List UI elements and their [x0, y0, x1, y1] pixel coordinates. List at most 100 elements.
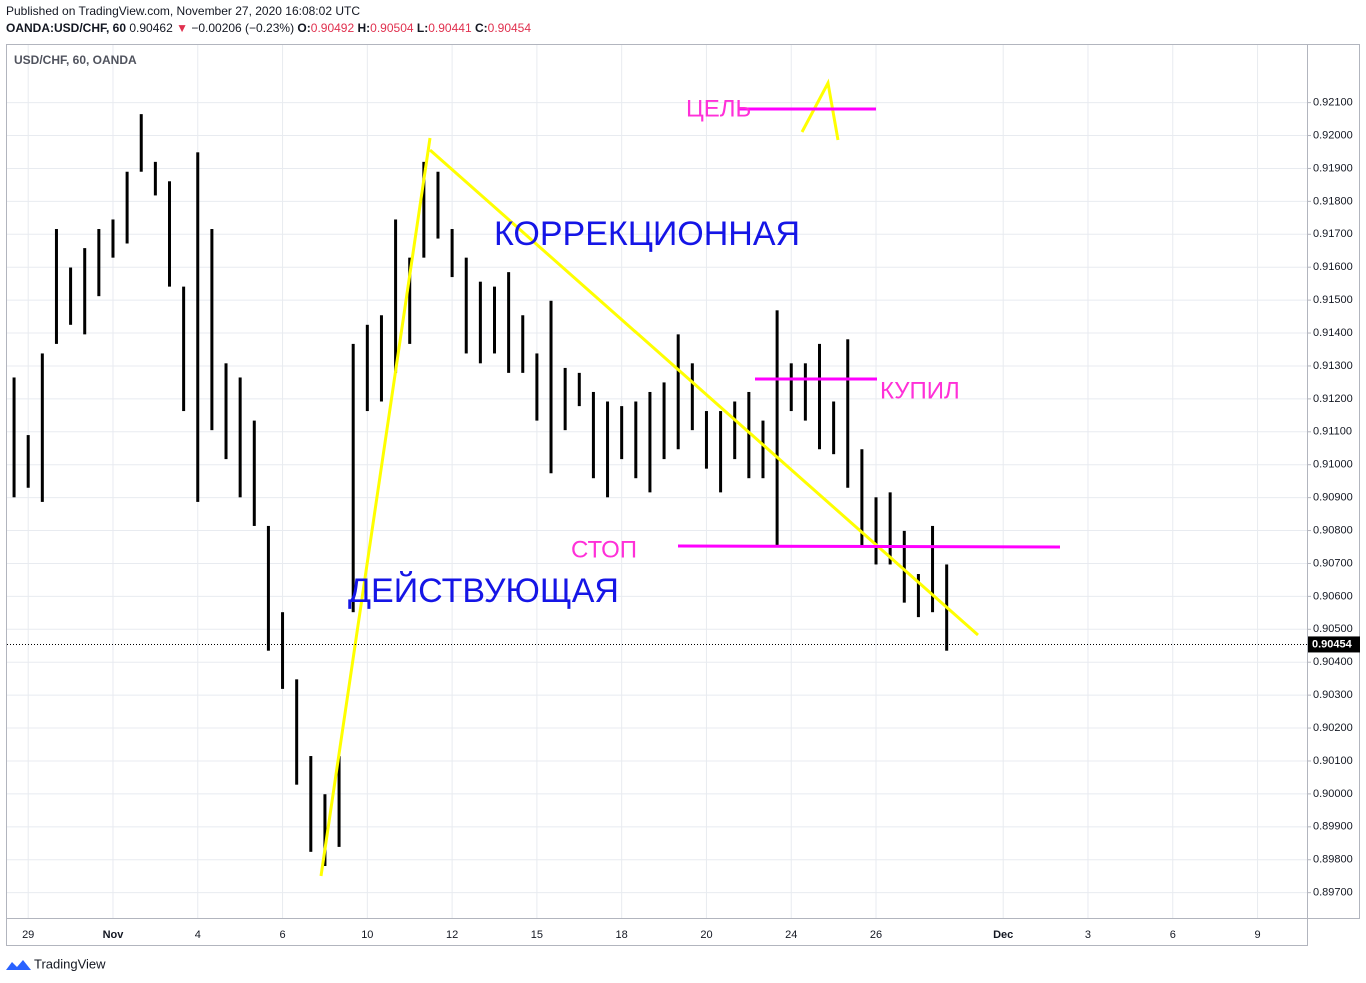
price-bar	[846, 339, 850, 488]
y-tick-label: 0.91700	[1313, 228, 1353, 240]
y-tick-label: 0.91400	[1313, 327, 1353, 339]
y-tick-label: 0.90200	[1313, 722, 1353, 734]
annotation: КУПИЛ	[880, 377, 960, 404]
y-tick-label: 0.89800	[1313, 854, 1353, 866]
price-bar	[450, 229, 454, 278]
grid	[7, 45, 1307, 918]
price-bar	[902, 530, 906, 603]
price-bar	[577, 372, 581, 407]
x-tick-label: 10	[361, 929, 373, 941]
price-bar	[818, 343, 821, 450]
y-tick-label: 0.91300	[1313, 360, 1353, 372]
price-bar	[281, 612, 285, 689]
price-bar	[40, 353, 44, 502]
x-tick-label: 12	[446, 929, 458, 941]
annotation: ЦЕЛЬ	[686, 95, 751, 122]
arrow: ▼	[176, 21, 188, 35]
price-bar	[648, 391, 652, 493]
price-bar	[323, 794, 327, 866]
price-bar	[620, 406, 624, 460]
price-bar	[83, 248, 87, 335]
price-bar	[507, 272, 511, 373]
annotation: СТОП	[571, 536, 637, 563]
price-bar	[337, 756, 341, 847]
logo-icon	[6, 960, 31, 970]
low: 0.90441	[428, 21, 472, 35]
low-label: L:	[417, 21, 428, 35]
price-bar	[436, 171, 440, 239]
price-bar	[309, 756, 313, 852]
price-bar	[196, 152, 200, 502]
price-bar	[153, 161, 157, 196]
y-tick-label: 0.90000	[1313, 788, 1353, 800]
price-bar	[606, 401, 610, 498]
price-bar	[224, 363, 228, 460]
annotation: ДЕЙСТВУЮЩАЯ	[348, 572, 619, 610]
trend-line	[319, 137, 432, 877]
price-bar	[789, 363, 793, 412]
price-bar	[931, 525, 935, 613]
price-bar	[662, 382, 666, 460]
close-label: C:	[475, 21, 488, 35]
price-bar	[690, 363, 694, 431]
price-bar	[351, 343, 355, 613]
x-tick-label: 26	[870, 929, 882, 941]
price-bar	[464, 257, 468, 354]
x-tick-label: 6	[279, 929, 285, 941]
target-caret	[800, 78, 840, 141]
price-bar	[803, 363, 807, 421]
y-tick-label: 0.90700	[1313, 557, 1353, 569]
published-note: Published on TradingView.com, November 2…	[6, 4, 360, 18]
price-bar	[365, 324, 369, 412]
price-bar	[719, 411, 723, 493]
x-tick-label: 9	[1254, 929, 1260, 941]
price-bar	[139, 114, 143, 172]
y-tick-label: 0.89700	[1313, 887, 1353, 899]
high-label: H:	[358, 21, 371, 35]
price-bar	[394, 219, 398, 373]
price-bar	[69, 267, 73, 325]
price-bar	[888, 492, 892, 565]
x-tick-label: Nov	[103, 929, 125, 941]
last-price-label: 0.90454	[1312, 638, 1353, 650]
bars	[12, 114, 949, 866]
price-bar	[478, 281, 482, 364]
y-tick-label: 0.90400	[1313, 656, 1353, 668]
price-bar	[761, 420, 765, 479]
price-bar	[676, 334, 680, 450]
drawings	[319, 78, 1061, 877]
chart-title: USD/CHF, 60, OANDA	[14, 53, 137, 67]
price-bar	[704, 411, 708, 469]
change: −0.00206 (−0.23%)	[191, 21, 294, 35]
price-bar	[252, 420, 256, 526]
price-bar	[775, 310, 779, 546]
x-tick-label: 24	[785, 929, 797, 941]
price-bar	[408, 257, 412, 344]
price-bar	[549, 300, 553, 474]
price-bar	[111, 219, 115, 258]
price-bar	[747, 391, 751, 479]
y-tick-label: 0.91900	[1313, 162, 1353, 174]
price-bar	[733, 401, 737, 460]
plot-frame	[6, 44, 1308, 919]
y-tick-label: 0.90300	[1313, 689, 1353, 701]
price-bar	[379, 315, 383, 402]
x-tick-label: 18	[616, 929, 628, 941]
time-axis-frame	[6, 918, 1308, 946]
price-bar	[125, 171, 129, 244]
price-bar	[266, 525, 270, 651]
y-tick-label: 0.90100	[1313, 755, 1353, 767]
price-bar	[535, 353, 539, 421]
annotation: КОРРЕКЦИОННАЯ	[494, 215, 800, 253]
price: 0.90462	[129, 21, 173, 35]
high: 0.90504	[370, 21, 414, 35]
x-tick-label: 6	[1170, 929, 1176, 941]
x-tick-label: Dec	[993, 929, 1013, 941]
x-tick-label: 4	[195, 929, 201, 941]
logo	[6, 960, 31, 970]
stop-line	[677, 544, 1061, 549]
price-bar	[563, 367, 567, 431]
x-tick-label: 15	[531, 929, 543, 941]
y-tick-label: 0.90500	[1313, 623, 1353, 635]
